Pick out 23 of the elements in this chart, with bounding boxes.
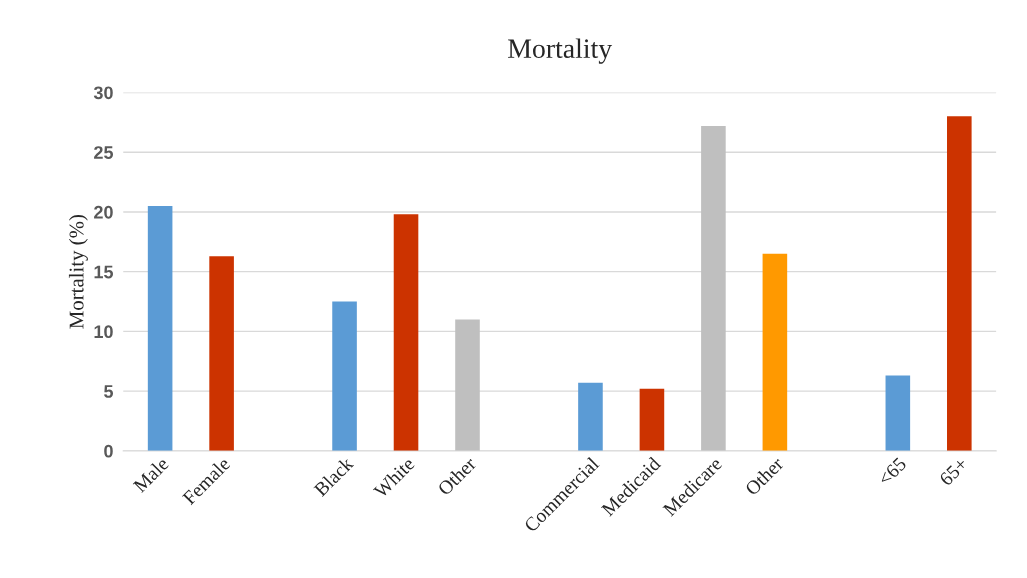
bar [332,301,357,451]
y-tick-label: 0 [104,444,113,458]
chart-title: Mortality [508,38,613,64]
y-tick-label: 5 [104,385,114,398]
y-tick-label: 15 [94,265,114,279]
bar [147,205,173,451]
bar [393,214,419,451]
bar [639,388,665,451]
bar [578,382,603,451]
bar [209,256,234,451]
x-tick-label: Male [132,456,170,494]
y-tick-label: 30 [93,86,113,100]
x-tick-label: 65+ [938,456,969,487]
bar [885,375,911,451]
bar [762,253,788,451]
bar [947,116,972,451]
x-tick-label: <65 [877,456,907,487]
y-tick-label: 20 [94,205,113,219]
bar [455,319,480,451]
bar [701,125,726,451]
y-tick-label: 25 [94,146,114,159]
y-axis-title: Mortality (%) [68,215,88,329]
y-tick-label: 10 [94,325,113,339]
